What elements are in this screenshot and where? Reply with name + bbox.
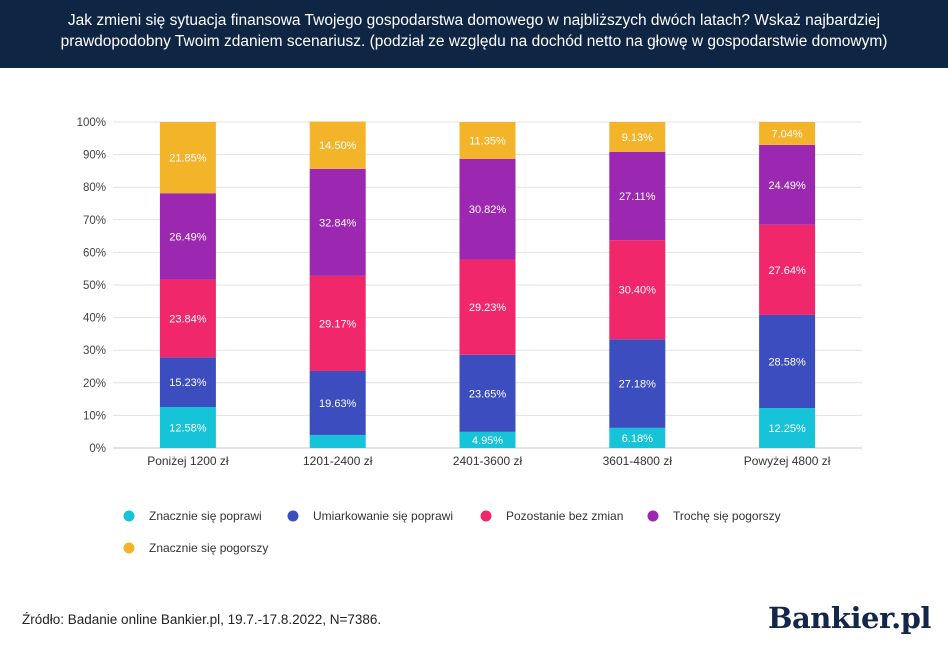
data-label: 23.84% xyxy=(169,313,207,325)
data-label: 30.82% xyxy=(469,204,507,216)
data-label: 27.64% xyxy=(768,265,806,277)
data-label: 27.11% xyxy=(619,191,656,203)
legend-label: Znacznie się poprawi xyxy=(149,509,262,523)
bar-segment xyxy=(159,406,216,448)
data-label: 15.23% xyxy=(169,377,207,389)
source-note: Źródło: Badanie online Bankier.pl, 19.7.… xyxy=(22,612,382,627)
data-label: 32.84% xyxy=(319,217,357,229)
bar-segment xyxy=(609,339,666,428)
y-tick-label: 60% xyxy=(83,247,106,259)
x-tick-label: Poniżej 1200 zł xyxy=(147,454,229,468)
data-label: 30.40% xyxy=(619,285,657,297)
data-label: 9.13% xyxy=(622,132,653,144)
legend-label: Trochę się pogorszy xyxy=(673,509,781,523)
bar-segment xyxy=(759,314,816,409)
bar-segment xyxy=(609,122,666,152)
bar-segment xyxy=(459,259,516,355)
data-label: 7.04% xyxy=(771,128,802,140)
data-label: 19.63% xyxy=(319,398,357,410)
y-tick-label: 70% xyxy=(83,215,106,227)
data-label: 28.58% xyxy=(768,356,806,368)
y-tick-label: 30% xyxy=(83,345,106,357)
legend-label: Znacznie się pogorszy xyxy=(149,541,268,555)
legend-label: Pozostanie bez zmian xyxy=(506,509,623,523)
data-label: 14.50% xyxy=(319,140,357,152)
x-tick-label: 3601-4800 zł xyxy=(603,454,673,468)
data-label: 29.23% xyxy=(469,302,507,314)
y-tick-label: 100% xyxy=(77,117,106,129)
y-tick-label: 20% xyxy=(83,378,106,390)
legend-marker xyxy=(123,542,135,554)
bar-segment xyxy=(759,122,816,145)
data-label: 11.35% xyxy=(469,136,506,148)
legend-marker xyxy=(480,510,492,522)
bar-segment xyxy=(309,370,366,435)
x-tick-label: Powyżej 4800 zł xyxy=(744,454,831,468)
chart-title: Jak zmieni się sytuacja finansowa Twojeg… xyxy=(60,12,888,50)
y-tick-label: 50% xyxy=(83,280,106,292)
data-label: 12.25% xyxy=(768,423,806,435)
bar-segment xyxy=(609,151,666,241)
y-tick-label: 0% xyxy=(89,443,106,455)
bankier-logo: Bankier.pl xyxy=(768,601,931,635)
legend-marker xyxy=(287,510,299,522)
bar-segment xyxy=(309,168,366,276)
bar-segment xyxy=(759,408,816,448)
bar-segment xyxy=(159,193,216,280)
data-label: 29.17% xyxy=(319,318,357,330)
y-tick-label: 90% xyxy=(83,150,106,162)
data-label: 21.85% xyxy=(169,153,207,165)
bar-segment xyxy=(609,240,666,340)
data-label: 26.49% xyxy=(169,231,207,243)
bar-segment xyxy=(159,279,216,358)
data-label: 23.65% xyxy=(469,388,507,400)
data-label: 12.58% xyxy=(169,422,207,434)
bar-segment xyxy=(309,121,366,169)
bar-segment xyxy=(459,431,516,448)
data-label: 27.18% xyxy=(619,379,657,391)
bar-segment xyxy=(459,354,516,432)
data-label: 24.49% xyxy=(768,180,806,192)
data-label: 4.95% xyxy=(472,435,503,447)
bar-segment xyxy=(159,357,216,407)
header-banner: Jak zmieni się sytuacja finansowa Twojeg… xyxy=(0,0,948,68)
legend-marker xyxy=(647,510,659,522)
y-tick-label: 10% xyxy=(83,410,106,422)
bar-segment xyxy=(759,144,816,225)
data-label: 6.18% xyxy=(622,433,653,445)
bar-segment xyxy=(309,275,366,371)
bar-segment xyxy=(609,427,666,448)
bar-segment xyxy=(759,224,816,315)
bar-segment xyxy=(459,159,516,260)
y-tick-label: 80% xyxy=(83,182,106,194)
legend-marker xyxy=(123,510,135,522)
legend-label: Umiarkowanie się poprawi xyxy=(313,509,453,523)
bar-segment xyxy=(459,122,516,160)
bar-segment xyxy=(159,122,216,194)
x-tick-label: 2401-3600 zł xyxy=(453,454,523,468)
bar-segment xyxy=(309,434,366,448)
x-tick-label: 1201-2400 zł xyxy=(303,454,373,468)
y-tick-label: 40% xyxy=(83,313,106,325)
